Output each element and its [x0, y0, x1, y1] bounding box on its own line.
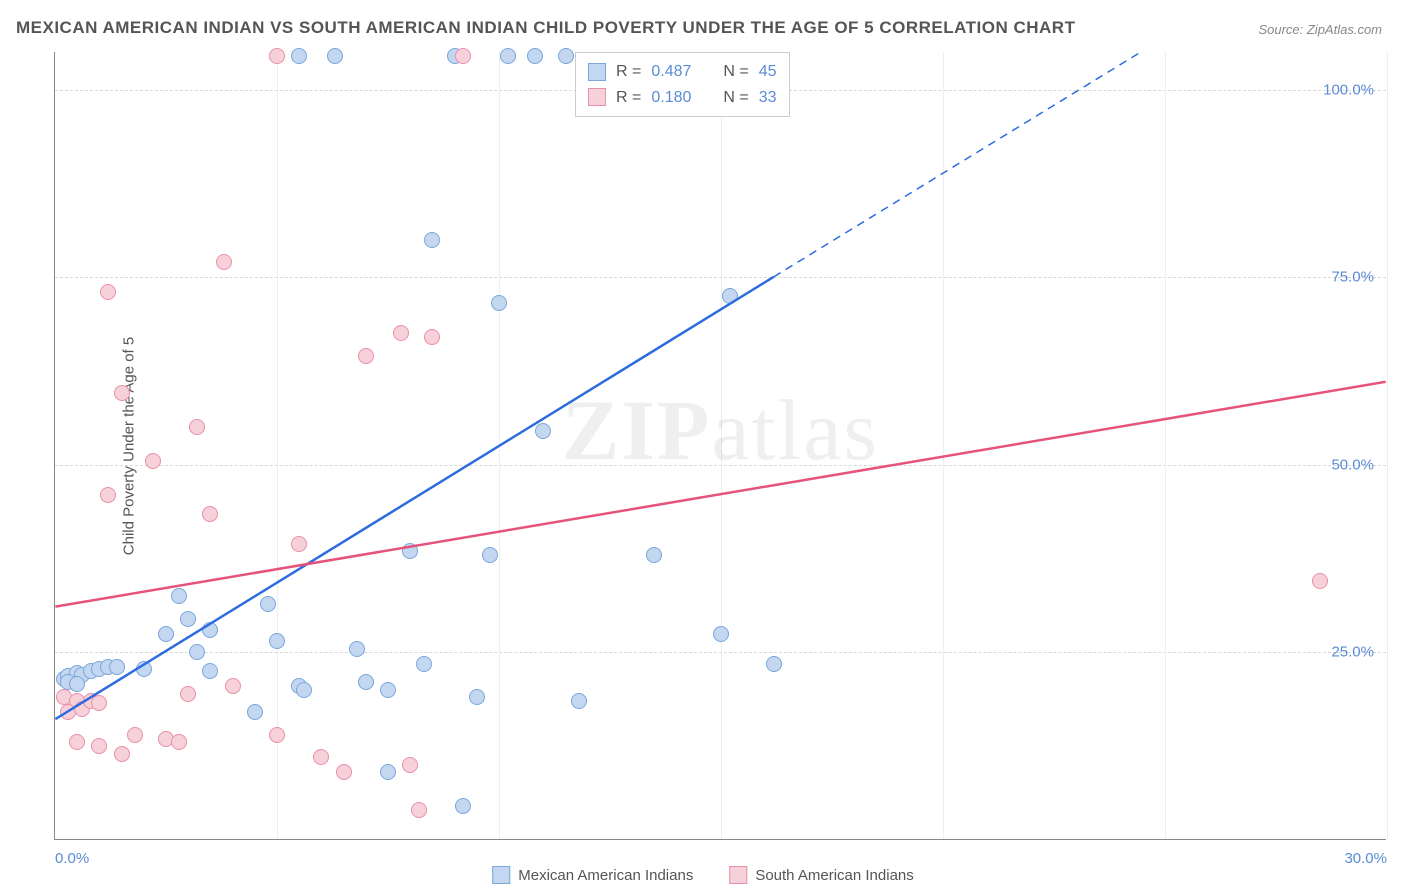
scatter-marker [424, 329, 440, 345]
scatter-marker [713, 626, 729, 642]
scatter-marker [402, 757, 418, 773]
gridline-v [277, 52, 278, 839]
source-label: Source: ZipAtlas.com [1258, 22, 1382, 37]
scatter-marker [766, 656, 782, 672]
scatter-marker [291, 48, 307, 64]
scatter-marker [416, 656, 432, 672]
scatter-marker [393, 325, 409, 341]
scatter-marker [145, 453, 161, 469]
legend-item: South American Indians [729, 866, 913, 884]
scatter-marker [291, 536, 307, 552]
scatter-marker [269, 727, 285, 743]
scatter-marker [482, 547, 498, 563]
bottom-legend: Mexican American Indians South American I… [492, 866, 914, 884]
y-tick-label: 50.0% [1331, 456, 1374, 473]
gridline-v [499, 52, 500, 839]
scatter-marker [402, 543, 418, 559]
scatter-marker [469, 689, 485, 705]
scatter-marker [455, 798, 471, 814]
scatter-marker [202, 506, 218, 522]
scatter-marker [180, 611, 196, 627]
scatter-marker [296, 682, 312, 698]
scatter-marker [327, 48, 343, 64]
gridline-v [1165, 52, 1166, 839]
scatter-marker [424, 232, 440, 248]
scatter-marker [349, 641, 365, 657]
scatter-marker [260, 596, 276, 612]
scatter-marker [491, 295, 507, 311]
scatter-marker [202, 663, 218, 679]
legend-item: Mexican American Indians [492, 866, 693, 884]
stat-r-value: 0.180 [651, 85, 691, 111]
scatter-marker [171, 734, 187, 750]
scatter-marker [527, 48, 543, 64]
legend-swatch [588, 63, 606, 81]
scatter-marker [269, 48, 285, 64]
scatter-marker [180, 686, 196, 702]
gridline-v [1387, 52, 1388, 839]
y-tick-label: 100.0% [1323, 81, 1374, 98]
stat-r-label: R = [616, 59, 641, 85]
scatter-marker [411, 802, 427, 818]
scatter-marker [571, 693, 587, 709]
scatter-marker [109, 659, 125, 675]
scatter-marker [100, 487, 116, 503]
legend-label: Mexican American Indians [518, 867, 693, 884]
scatter-marker [358, 348, 374, 364]
legend-swatch [588, 88, 606, 106]
stat-r-label: R = [616, 85, 641, 111]
scatter-marker [380, 682, 396, 698]
scatter-marker [114, 385, 130, 401]
scatter-marker [225, 678, 241, 694]
stat-n-label: N = [723, 85, 748, 111]
scatter-marker [455, 48, 471, 64]
scatter-marker [171, 588, 187, 604]
scatter-marker [69, 734, 85, 750]
scatter-marker [216, 254, 232, 270]
scatter-marker [722, 288, 738, 304]
x-tick-label: 30.0% [1344, 850, 1387, 867]
scatter-marker [91, 738, 107, 754]
legend-swatch [729, 866, 747, 884]
chart-title: MEXICAN AMERICAN INDIAN VS SOUTH AMERICA… [16, 18, 1075, 38]
scatter-marker [158, 626, 174, 642]
plot-area: 25.0%50.0%75.0%100.0%0.0%30.0%ZIPatlasR … [54, 52, 1386, 840]
stats-row: R = 0.487 N = 45 [588, 59, 777, 85]
scatter-marker [313, 749, 329, 765]
stat-r-value: 0.487 [651, 59, 691, 85]
scatter-marker [558, 48, 574, 64]
x-tick-label: 0.0% [55, 850, 89, 867]
legend-label: South American Indians [755, 867, 913, 884]
stats-row: R = 0.180 N = 33 [588, 85, 777, 111]
stats-legend: R = 0.487 N = 45 R = 0.180 N = 33 [575, 52, 790, 117]
scatter-marker [91, 695, 107, 711]
scatter-marker [100, 284, 116, 300]
scatter-marker [358, 674, 374, 690]
scatter-marker [535, 423, 551, 439]
scatter-marker [247, 704, 263, 720]
y-tick-label: 25.0% [1331, 644, 1374, 661]
scatter-marker [127, 727, 143, 743]
scatter-marker [114, 746, 130, 762]
scatter-marker [646, 547, 662, 563]
stat-n-value: 45 [759, 59, 777, 85]
legend-swatch [492, 866, 510, 884]
scatter-marker [69, 676, 85, 692]
y-tick-label: 75.0% [1331, 269, 1374, 286]
stat-n-value: 33 [759, 85, 777, 111]
gridline-v [721, 52, 722, 839]
gridline-v [943, 52, 944, 839]
scatter-marker [189, 419, 205, 435]
scatter-marker [202, 622, 218, 638]
scatter-marker [336, 764, 352, 780]
scatter-marker [269, 633, 285, 649]
scatter-marker [500, 48, 516, 64]
scatter-marker [1312, 573, 1328, 589]
scatter-marker [136, 661, 152, 677]
scatter-marker [380, 764, 396, 780]
scatter-marker [189, 644, 205, 660]
stat-n-label: N = [723, 59, 748, 85]
